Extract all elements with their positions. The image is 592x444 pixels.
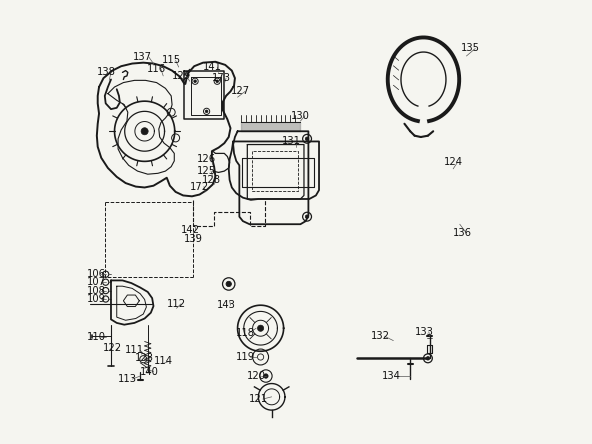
Text: 112: 112 — [167, 299, 186, 309]
Circle shape — [226, 281, 231, 287]
Circle shape — [426, 357, 430, 360]
Text: 141: 141 — [203, 62, 222, 72]
Circle shape — [305, 215, 309, 218]
Text: 134: 134 — [382, 371, 401, 381]
Text: 131: 131 — [282, 136, 301, 147]
Text: 114: 114 — [154, 357, 173, 366]
Text: 119: 119 — [236, 352, 255, 362]
Text: 130: 130 — [291, 111, 310, 121]
Text: 124: 124 — [443, 157, 462, 167]
Text: 137: 137 — [133, 52, 152, 62]
Text: 136: 136 — [452, 228, 471, 238]
Text: 116: 116 — [147, 64, 166, 74]
Text: 133: 133 — [415, 327, 434, 337]
Text: 125: 125 — [197, 166, 216, 176]
Circle shape — [194, 80, 197, 83]
Text: 113: 113 — [117, 374, 136, 384]
Text: 115: 115 — [162, 56, 181, 65]
Text: 132: 132 — [371, 331, 390, 341]
Text: 173: 173 — [212, 73, 231, 83]
Text: 172: 172 — [190, 182, 209, 192]
Text: 109: 109 — [86, 294, 105, 304]
Text: 143: 143 — [217, 300, 236, 310]
Text: 138: 138 — [97, 67, 116, 77]
Text: 118: 118 — [236, 328, 255, 337]
Text: 139: 139 — [184, 234, 203, 244]
Text: 127: 127 — [231, 87, 250, 96]
Circle shape — [141, 128, 148, 135]
Circle shape — [216, 80, 218, 83]
Text: 129: 129 — [172, 71, 191, 81]
Text: 128: 128 — [201, 175, 220, 185]
Text: 140: 140 — [140, 367, 159, 377]
Text: 111: 111 — [125, 345, 144, 355]
Circle shape — [263, 374, 268, 378]
Circle shape — [305, 137, 309, 141]
Text: 120: 120 — [247, 371, 266, 381]
Text: 142: 142 — [181, 225, 200, 235]
Text: 135: 135 — [461, 44, 480, 53]
Circle shape — [205, 110, 208, 113]
Circle shape — [258, 325, 263, 331]
Text: 126: 126 — [197, 154, 216, 164]
Text: 123: 123 — [135, 353, 154, 363]
Text: 107: 107 — [86, 277, 105, 287]
Text: 108: 108 — [86, 285, 105, 296]
Text: 106: 106 — [86, 269, 105, 279]
Text: 110: 110 — [86, 332, 105, 342]
Text: 122: 122 — [103, 343, 122, 353]
Text: 121: 121 — [249, 394, 268, 404]
